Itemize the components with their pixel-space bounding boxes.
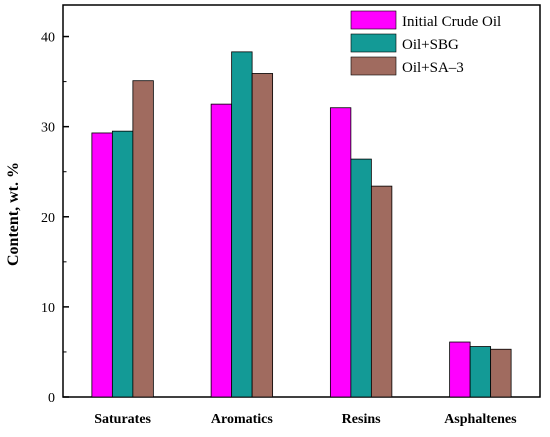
y-tick-label-30: 30 (41, 121, 55, 136)
y-axis-title: Content, wt. % (5, 162, 22, 266)
legend-swatch-1 (350, 33, 397, 53)
plot-area: 0 10 20 30 40 Saturates Aromatics Resins Asphalt… (41, 4, 541, 427)
bar-resins-series-1 (350, 158, 372, 398)
y-tick-label-10: 10 (41, 301, 55, 316)
x-tick-label-aromatics: Aromatics (211, 412, 273, 427)
x-tick-label-asphaltenes: Asphaltenes (444, 412, 517, 427)
bar-aromatics-series-2 (251, 73, 274, 398)
bar-resins-series-0 (329, 107, 352, 398)
legend: Initial Crude Oil Oil+SBG Oil+SA–3 (350, 10, 501, 76)
bar-resins-series-2 (370, 185, 393, 398)
legend-label-1: Oil+SBG (402, 37, 459, 53)
legend-swatch-0 (350, 10, 397, 30)
bar-saturates-series-1 (111, 130, 134, 398)
legend-label-2: Oil+SA–3 (402, 60, 464, 76)
y-tick-label-20: 20 (41, 211, 55, 226)
x-tick-label-saturates: Saturates (94, 412, 151, 427)
legend-label-0: Initial Crude Oil (402, 14, 501, 30)
bar-saturates-series-0 (91, 132, 113, 398)
x-tick-label-resins: Resins (342, 412, 381, 427)
bar-asphaltenes-series-2 (490, 348, 512, 398)
y-tick-label-40: 40 (41, 31, 55, 46)
bar-aromatics-series-0 (210, 103, 233, 398)
bar-saturates-series-2 (132, 80, 154, 398)
y-tick-label-0: 0 (48, 391, 55, 406)
plot-frame (62, 4, 541, 398)
bar-asphaltenes-series-0 (449, 341, 471, 398)
bar-aromatics-series-1 (231, 51, 253, 398)
bar-asphaltenes-series-1 (469, 346, 492, 398)
legend-swatch-2 (350, 56, 397, 76)
